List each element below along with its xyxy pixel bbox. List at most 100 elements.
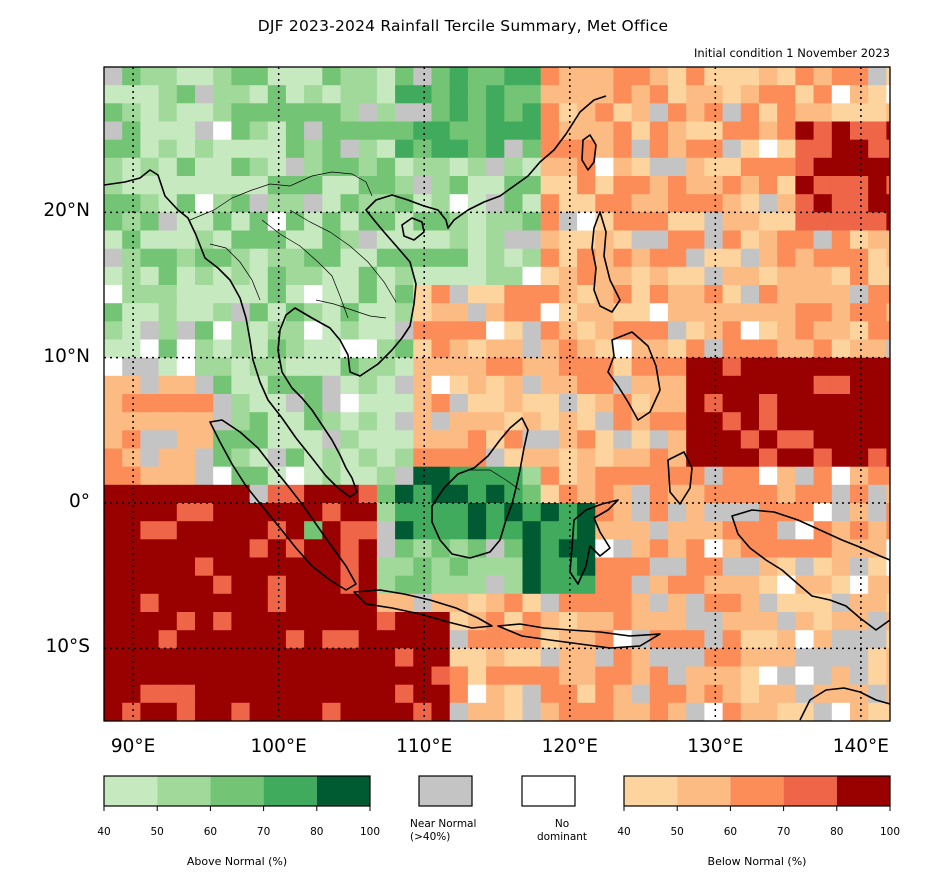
grid-cell	[395, 539, 414, 559]
grid-cell	[595, 176, 615, 195]
grid-cell	[322, 575, 342, 595]
grid-cell	[540, 121, 560, 141]
grid-cell	[122, 321, 141, 341]
grid-cell	[759, 466, 778, 486]
grid-cell	[395, 503, 414, 522]
grid-cell	[631, 230, 651, 250]
grid-cell	[613, 139, 633, 159]
grid-cell	[759, 503, 778, 522]
grid-cell	[267, 212, 287, 232]
grid-cell	[577, 375, 596, 395]
grid-cell	[413, 539, 433, 559]
grid-cell	[449, 194, 469, 213]
grid-cell	[795, 103, 815, 123]
grid-cell	[740, 194, 760, 213]
grid-cell	[104, 176, 123, 195]
grid-cell	[595, 285, 615, 304]
tercile-cells	[104, 67, 890, 721]
grid-cell	[777, 484, 796, 504]
grid-cell	[376, 339, 396, 359]
grid-cell	[759, 575, 778, 595]
grid-cell	[722, 339, 742, 359]
grid-cell	[777, 521, 796, 540]
grid-cell	[322, 630, 342, 649]
colorbar-segment	[836, 776, 890, 806]
grid-cell	[413, 248, 433, 268]
grid-cell	[195, 85, 214, 104]
grid-cell	[104, 303, 123, 322]
grid-cell	[413, 684, 433, 704]
grid-cell	[231, 630, 251, 649]
grid-cell	[431, 139, 451, 159]
grid-cell	[595, 630, 615, 649]
grid-cell	[176, 412, 196, 431]
grid-cell	[195, 176, 214, 195]
grid-cell	[304, 121, 323, 141]
grid-cell	[449, 248, 469, 268]
grid-cell	[431, 612, 451, 631]
grid-cell	[431, 321, 451, 341]
grid-cell	[777, 557, 796, 577]
grid-cell	[577, 503, 596, 522]
grid-cell	[722, 630, 742, 649]
grid-cell	[577, 303, 596, 322]
grid-cell	[722, 702, 742, 721]
grid-cell	[122, 357, 141, 377]
grid-cell	[577, 648, 596, 668]
grid-cell	[486, 630, 505, 649]
grid-cell	[358, 67, 378, 86]
grid-cell	[886, 103, 890, 123]
grid-cell	[886, 375, 890, 395]
grid-cell	[395, 466, 414, 486]
grid-cell	[213, 539, 232, 559]
grid-cell	[522, 593, 542, 613]
grid-cell	[158, 67, 178, 86]
grid-cell	[686, 575, 705, 595]
grid-cell	[722, 212, 742, 232]
grid-cell	[595, 539, 615, 559]
grid-cell	[540, 666, 560, 686]
grid-cell	[522, 212, 542, 232]
grid-cell	[358, 702, 378, 721]
grid-cell	[376, 303, 396, 322]
grid-cell	[504, 375, 524, 395]
grid-cell	[759, 593, 778, 613]
grid-cell	[831, 103, 851, 123]
grid-cell	[686, 593, 705, 613]
grid-cell	[322, 557, 342, 577]
grid-cell	[668, 321, 687, 341]
grid-cell	[722, 575, 742, 595]
grid-cell	[395, 612, 414, 631]
grid-cell	[850, 194, 869, 213]
grid-cell	[686, 448, 705, 468]
grid-cell	[322, 248, 342, 268]
grid-cell	[740, 503, 760, 522]
grid-cell	[595, 394, 615, 413]
grid-cell	[395, 121, 414, 141]
grid-cell	[613, 593, 633, 613]
grid-cell	[868, 139, 887, 159]
grid-cell	[595, 412, 615, 431]
grid-cell	[267, 285, 287, 304]
map-frame	[103, 66, 891, 722]
grid-cell	[613, 539, 633, 559]
grid-cell	[886, 266, 890, 286]
grid-cell	[558, 648, 578, 668]
grid-cell	[158, 339, 178, 359]
grid-cell	[231, 266, 251, 286]
grid-cell	[449, 139, 469, 159]
grid-cell	[831, 575, 851, 595]
grid-cell	[431, 375, 451, 395]
grid-cell	[267, 321, 287, 341]
grid-cell	[722, 684, 742, 704]
grid-cell	[322, 212, 342, 232]
grid-cell	[722, 321, 742, 341]
grid-cell	[868, 630, 887, 649]
grid-cell	[158, 484, 178, 504]
grid-cell	[104, 375, 123, 395]
grid-cell	[668, 375, 687, 395]
grid-cell	[558, 630, 578, 649]
grid-cell	[686, 430, 705, 450]
grid-cell	[413, 139, 433, 159]
grid-cell	[868, 394, 887, 413]
